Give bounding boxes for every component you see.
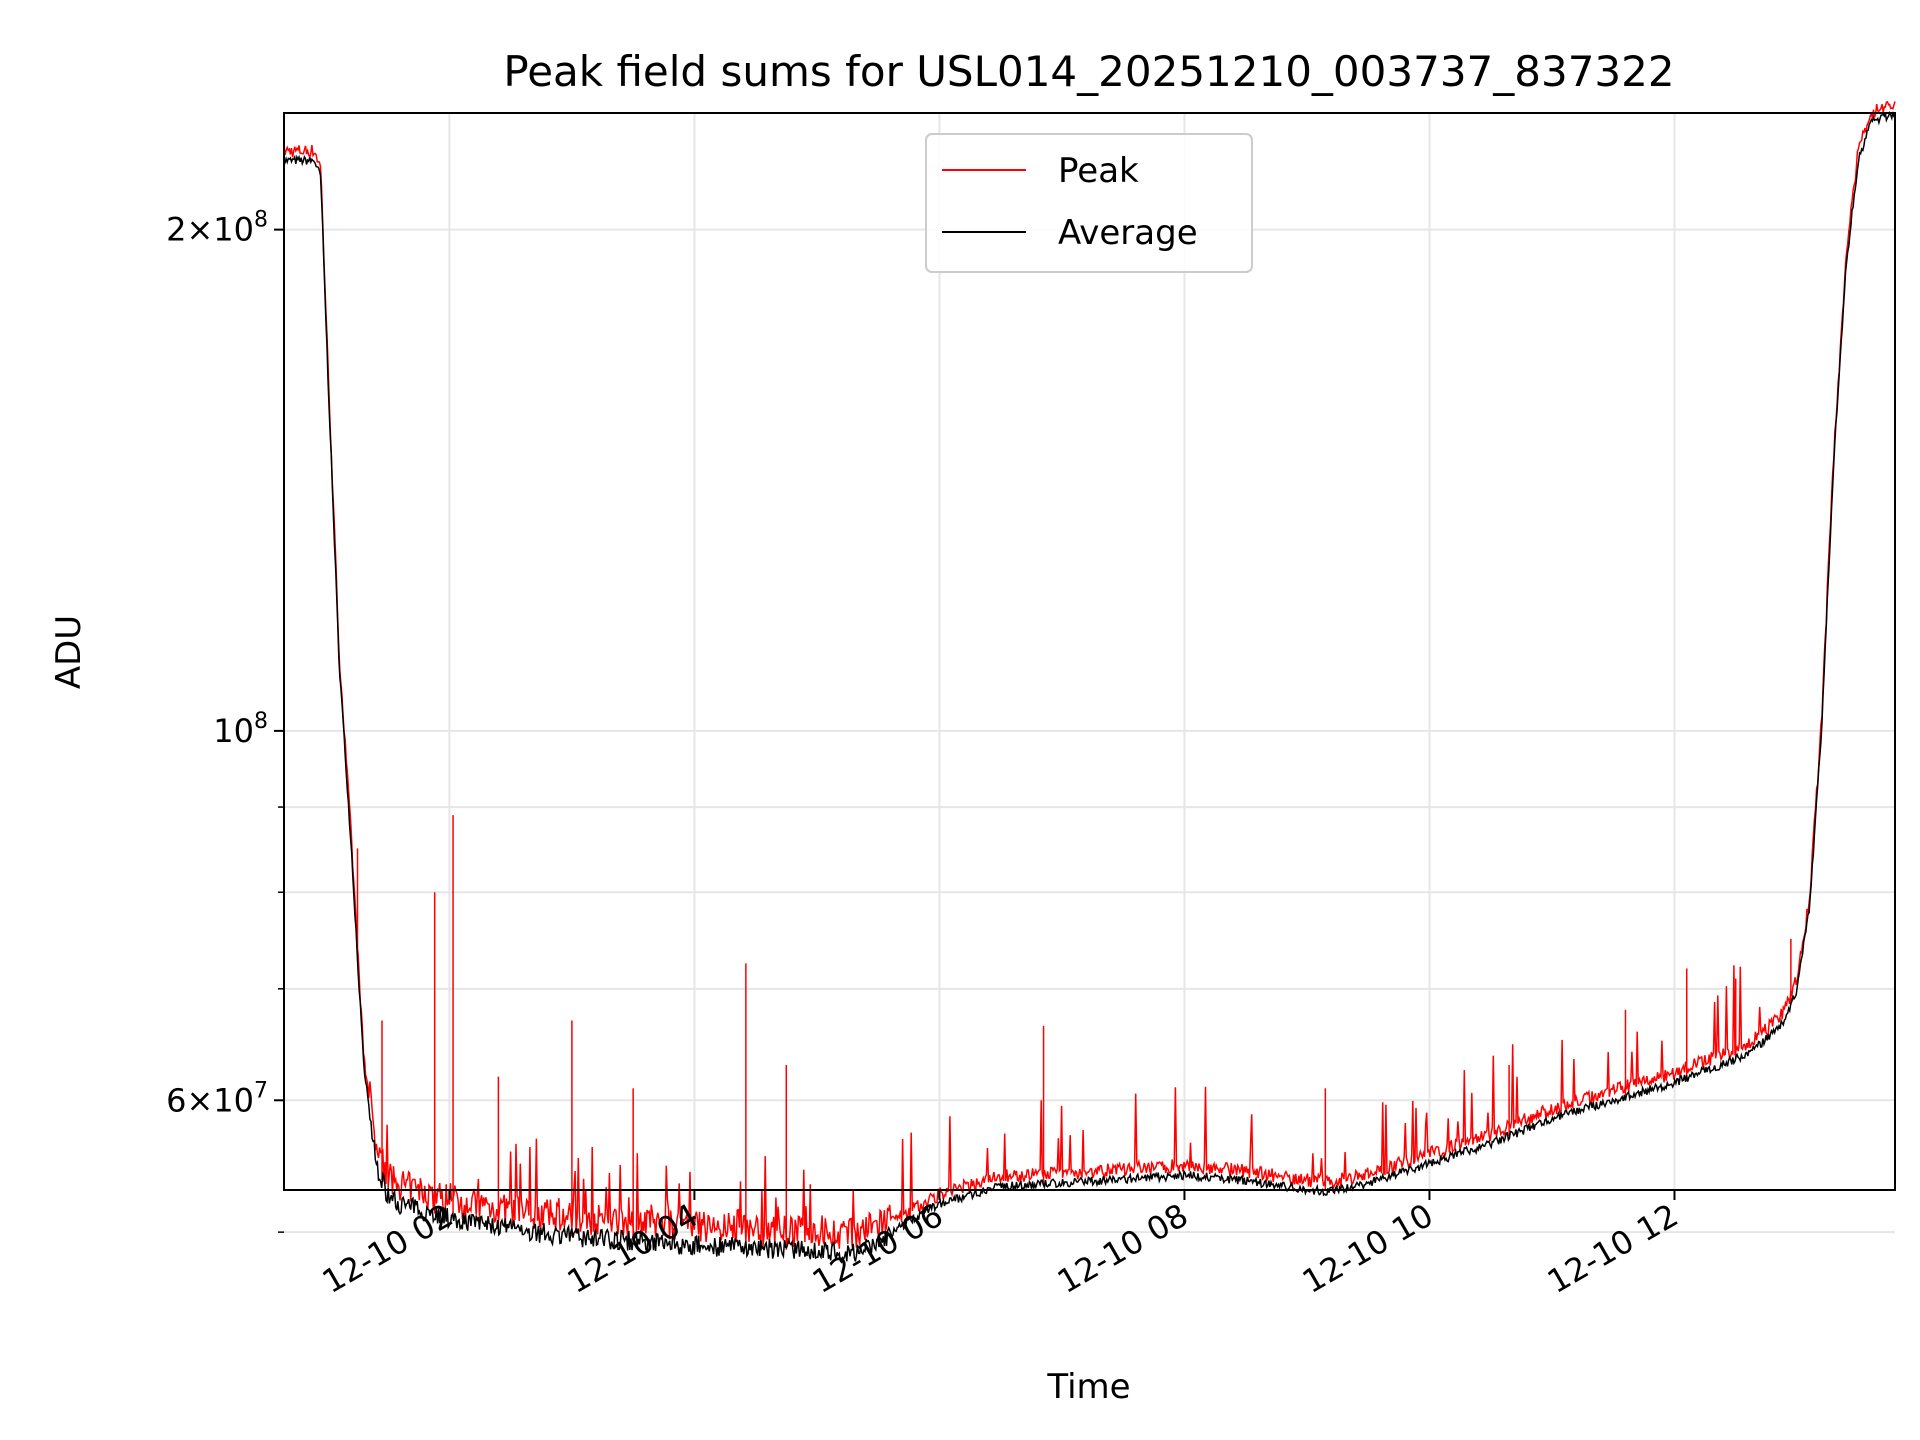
plot-frame	[283, 112, 1896, 1191]
chart-title: Peak field sums for USL014_20251210_0037…	[503, 47, 1674, 96]
legend-label-peak: Peak	[1058, 151, 1139, 191]
legend: Peak Average	[925, 133, 1253, 273]
peak-series-line	[283, 100, 1896, 1249]
y-tick-label: 108	[213, 709, 268, 750]
legend-label-average: Average	[1058, 213, 1198, 253]
grid-layer	[284, 113, 1895, 1234]
average-series-line	[283, 110, 1896, 1264]
series-layer	[283, 100, 1896, 1264]
y-tick-label: 6×107	[166, 1078, 268, 1119]
legend-box	[925, 133, 1253, 273]
y-axis-title: ADU	[49, 615, 89, 689]
x-axis-title: Time	[1046, 1367, 1130, 1407]
y-tick-label: 2×108	[166, 208, 268, 249]
